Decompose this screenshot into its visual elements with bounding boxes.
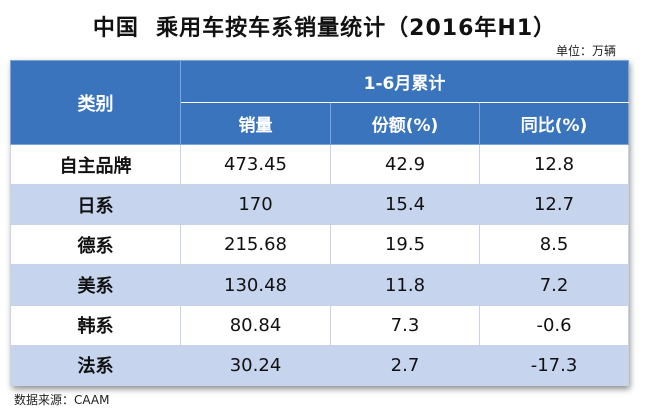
row-yoy: -0.6 — [478, 304, 630, 346]
row-sales: 215.68 — [180, 224, 331, 266]
data-source-note: 数据来源：CAAM — [14, 393, 110, 407]
period-group-header: 1-6月累计 — [179, 60, 630, 103]
row-share: 19.5 — [330, 224, 480, 266]
table-row: 法系 30.24 2.7 -17.3 — [10, 344, 630, 387]
row-share: 42.9 — [330, 143, 480, 186]
row-category: 美系 — [10, 264, 181, 306]
row-yoy: 8.5 — [478, 224, 630, 266]
row-category: 韩系 — [10, 304, 181, 346]
yoy-column-header: 同比(%) — [478, 102, 630, 145]
row-category: 法系 — [10, 344, 181, 387]
row-sales: 170 — [180, 184, 331, 226]
table-row: 日系 170 15.4 12.7 — [10, 184, 630, 226]
row-category: 德系 — [10, 224, 181, 266]
row-yoy: 12.7 — [478, 184, 630, 226]
page-title: 中国 乘用车按车系销量统计（2016年H1） — [92, 16, 557, 41]
row-share: 15.4 — [330, 184, 480, 226]
table-row: 美系 130.48 11.8 7.2 — [10, 264, 630, 306]
category-column-header: 类别 — [10, 60, 181, 145]
row-sales: 80.84 — [180, 304, 331, 346]
row-sales: 473.45 — [180, 143, 331, 186]
table-row: 自主品牌 473.45 42.9 12.8 — [10, 143, 630, 186]
row-share: 7.3 — [330, 304, 480, 346]
table-row: 德系 215.68 19.5 8.5 — [10, 224, 630, 266]
row-sales: 130.48 — [180, 264, 331, 306]
row-share: 2.7 — [330, 344, 480, 387]
sales-column-header: 销量 — [180, 102, 331, 145]
share-column-header: 份额(%) — [330, 102, 480, 145]
row-yoy: 7.2 — [478, 264, 630, 306]
sales-table: 类别 1-6月累计 销量 份额(%) 同比(%) 自主品牌 473.45 42.… — [10, 60, 630, 387]
row-sales: 30.24 — [180, 344, 331, 387]
row-share: 11.8 — [330, 264, 480, 306]
row-category: 自主品牌 — [10, 143, 181, 186]
row-category: 日系 — [10, 184, 181, 226]
unit-note: 单位：万辆 — [555, 44, 616, 58]
row-yoy: -17.3 — [478, 344, 630, 387]
sales-table-frame: 类别 1-6月累计 销量 份额(%) 同比(%) 自主品牌 473.45 42.… — [10, 60, 630, 387]
row-yoy: 12.8 — [478, 143, 630, 186]
table-row: 韩系 80.84 7.3 -0.6 — [10, 304, 630, 346]
